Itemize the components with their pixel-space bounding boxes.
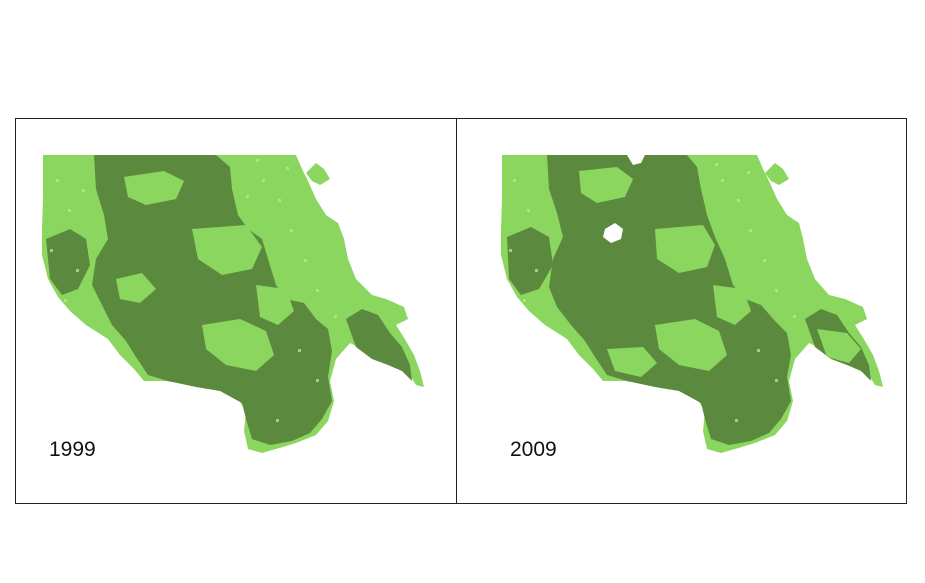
panel-divider bbox=[456, 119, 457, 503]
light-patch-central bbox=[192, 225, 262, 275]
light-patch-central bbox=[655, 225, 715, 273]
light-patch-north bbox=[124, 171, 184, 205]
region-dark-cover bbox=[92, 155, 332, 445]
region-dark-cover-east bbox=[346, 309, 412, 381]
map-comparison-figure: 1999 bbox=[15, 118, 907, 504]
cleared-gap bbox=[603, 223, 623, 243]
region-dark-cover-west bbox=[507, 227, 553, 295]
land-cover-map-1999 bbox=[42, 155, 424, 453]
year-label-2009: 2009 bbox=[510, 438, 557, 461]
light-patch-tail bbox=[607, 347, 657, 377]
light-patch-south bbox=[202, 319, 274, 371]
cleared-gap-north bbox=[627, 155, 645, 165]
map-panel-1999: 1999 bbox=[16, 119, 456, 503]
region-light-cover-tip bbox=[765, 163, 789, 185]
region-dark-cover-west bbox=[46, 229, 90, 295]
year-label-1999: 1999 bbox=[49, 438, 96, 461]
light-patch-south bbox=[655, 319, 727, 371]
light-patch-tail bbox=[116, 273, 156, 303]
light-patch-inner bbox=[713, 285, 751, 325]
light-patch-inner bbox=[256, 285, 294, 325]
light-patch-east bbox=[817, 329, 861, 363]
region-light-cover-tip bbox=[306, 163, 330, 185]
land-cover-map-2009 bbox=[501, 155, 883, 453]
speckle-texture bbox=[509, 163, 796, 422]
speckle-texture bbox=[50, 159, 337, 422]
map-panel-2009: 2009 bbox=[457, 119, 906, 503]
light-patch-north bbox=[579, 167, 633, 203]
